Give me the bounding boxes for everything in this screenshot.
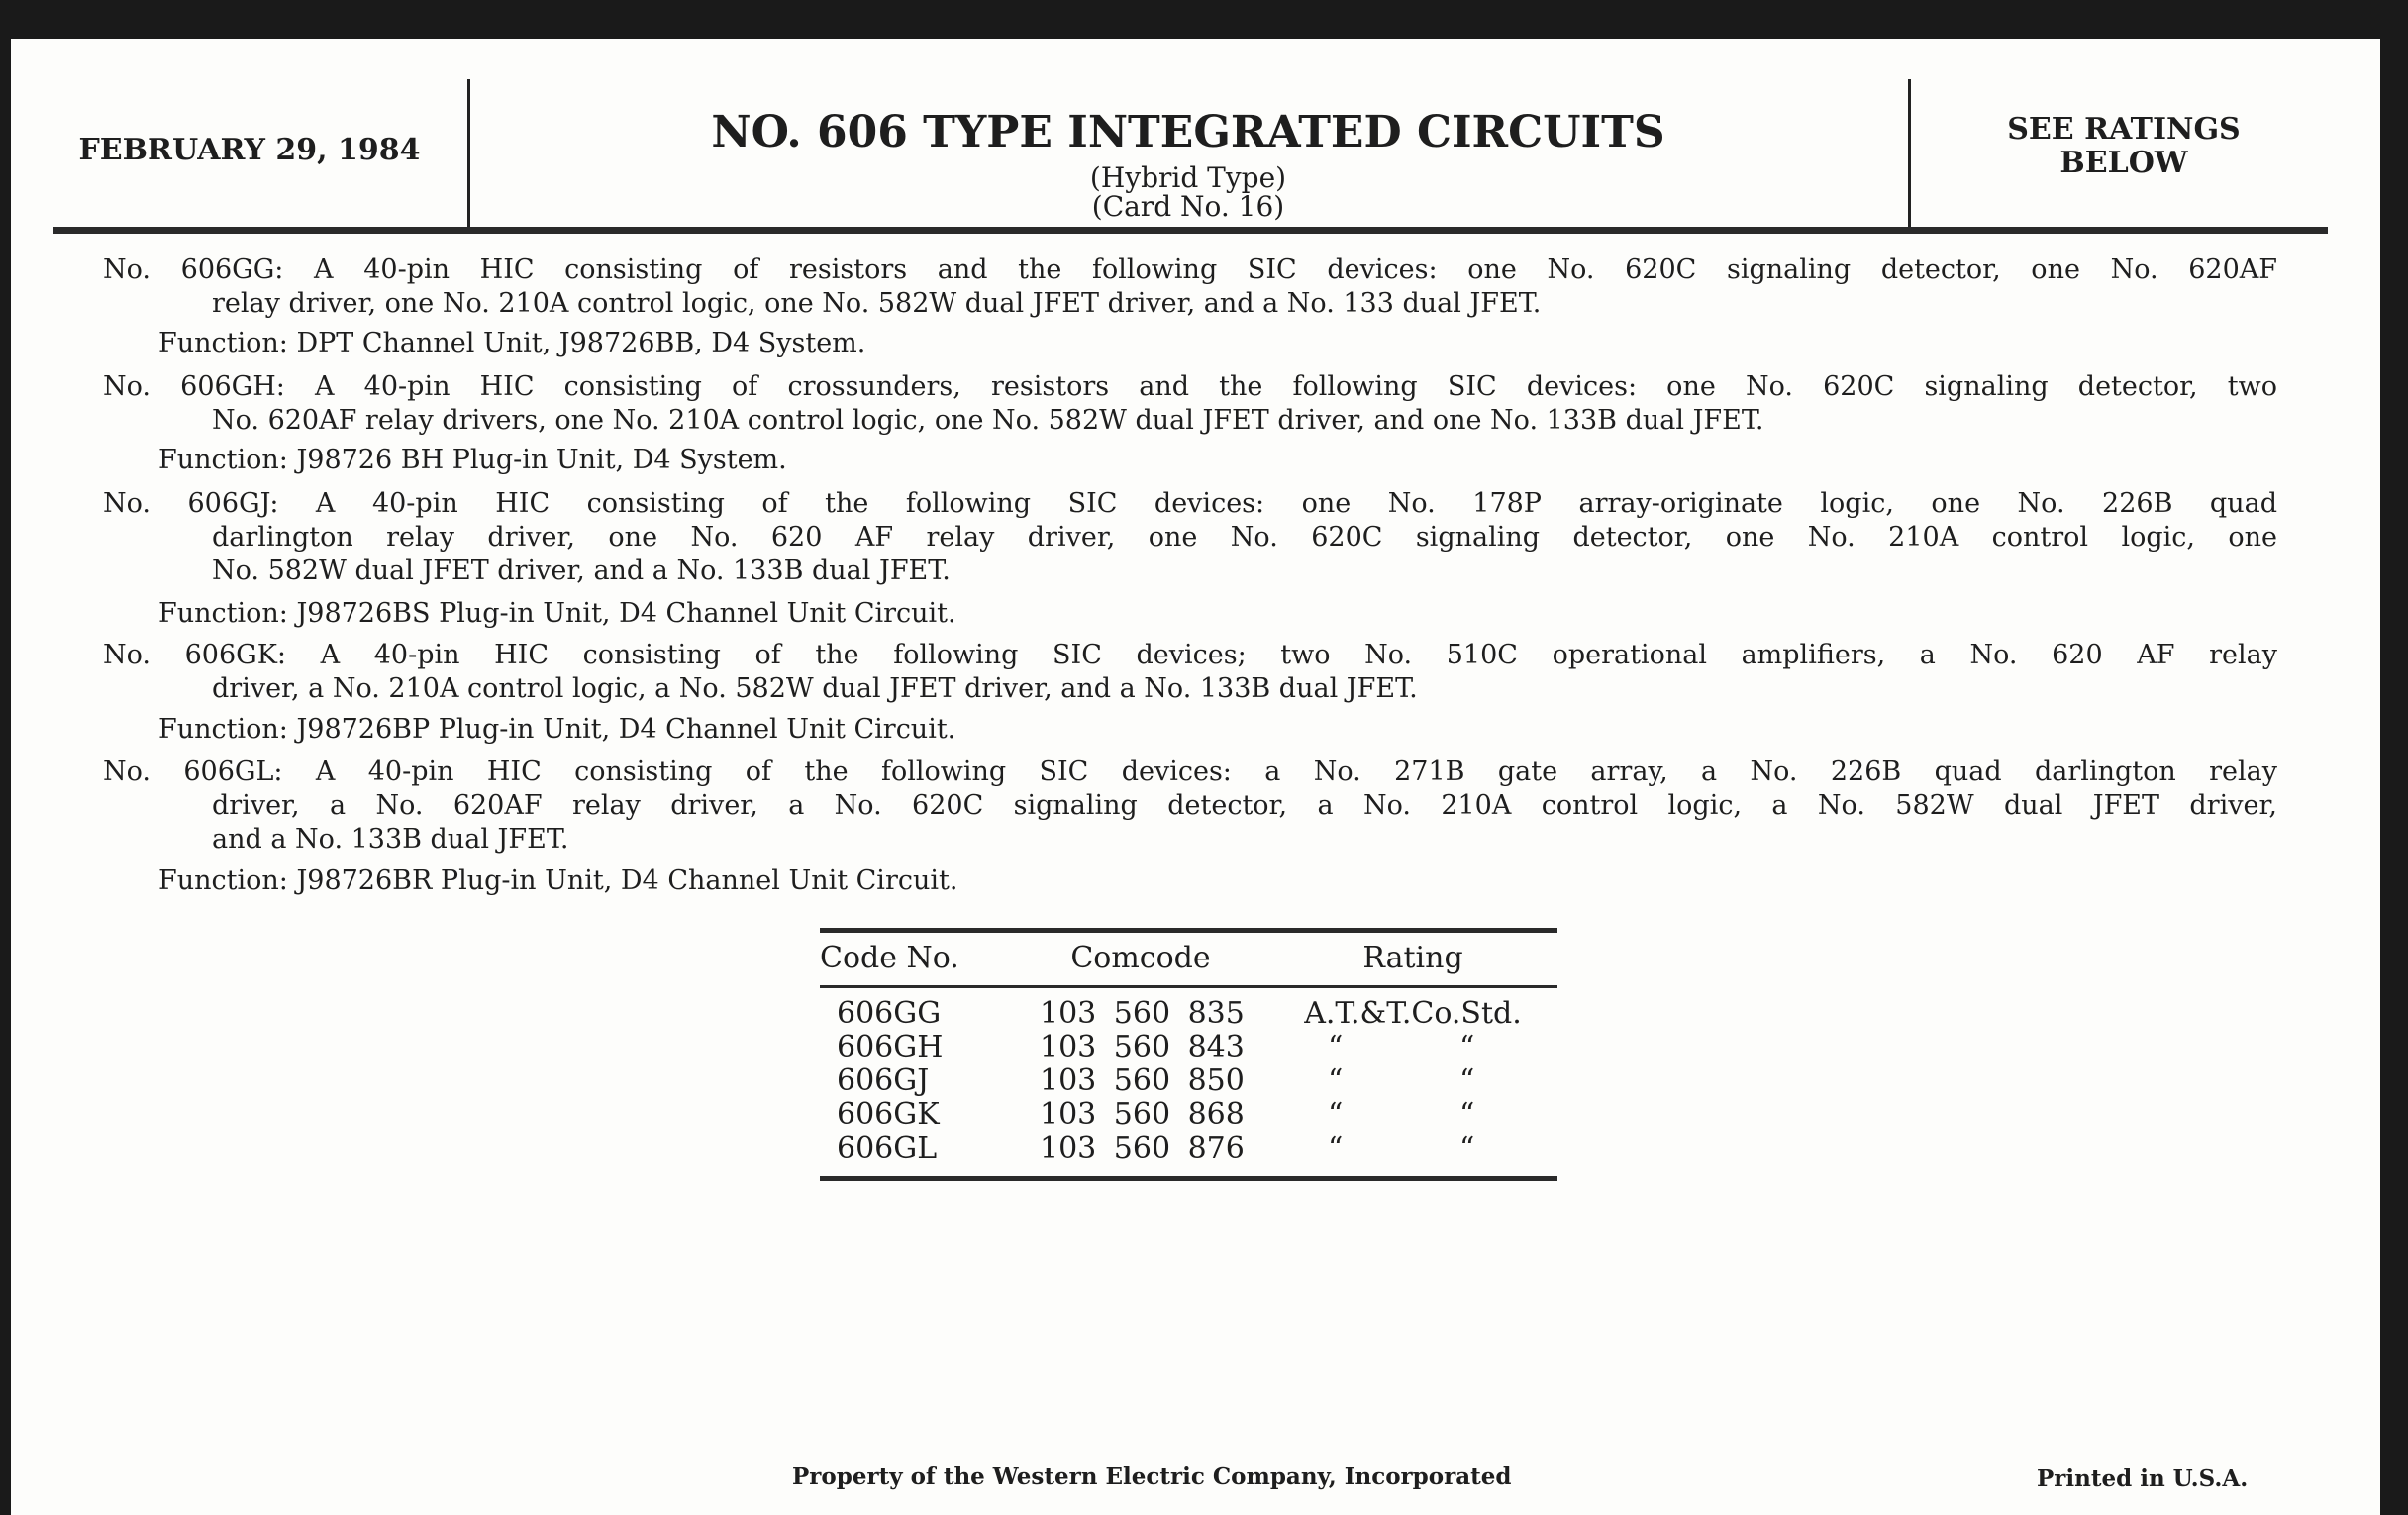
row-rating-ditto: “ [1459, 1030, 1475, 1064]
row-rating-ditto: “ [1459, 1097, 1475, 1132]
entry-line: No. 620AF relay drivers, one No. 210A co… [212, 405, 1764, 436]
ratings-note: SEE RATINGS BELOW [1916, 113, 2332, 180]
table-header-code: Code No. [820, 941, 959, 975]
row-rating-ditto: “ [1328, 1063, 1344, 1098]
row-code: 606GG [837, 996, 942, 1031]
document-date: FEBRUARY 29, 1984 [78, 133, 421, 167]
subtitle-type: (Hybrid Type) [1089, 161, 1287, 194]
row-rating-ditto: “ [1328, 1131, 1344, 1165]
entry-606gk-function: Function: J98726BP Plug-in Unit, D4 Chan… [158, 714, 956, 745]
entry-606gg-function: Function: DPT Channel Unit, J98726BB, D4… [158, 328, 866, 358]
entry-606gg: No. 606GG: A 40-pin HIC consisting of re… [103, 253, 2277, 321]
row-rating-ditto: “ [1328, 1030, 1344, 1064]
entry-line: relay driver, one No. 210A control logic… [212, 288, 1542, 319]
table-header-comcode: Comcode [1070, 941, 1211, 975]
entry-line: No. 606GH: A 40-pin HIC consisting of cr… [103, 371, 2277, 402]
row-comcode: 103 560 876 [1040, 1131, 1245, 1165]
row-comcode: 103 560 835 [1040, 996, 1245, 1031]
header-divider-left [467, 79, 470, 228]
entry-line: No. 606GK: A 40-pin HIC consisting of th… [103, 640, 2277, 670]
row-rating-ditto: “ [1459, 1063, 1475, 1098]
table-header-rating: Rating [1362, 941, 1463, 975]
ratings-note-line1: SEE RATINGS [2007, 112, 2241, 147]
footer-printed-in: Printed in U.S.A. [2037, 1465, 2249, 1492]
ratings-note-line2: BELOW [2059, 146, 2188, 180]
table-header-rule [820, 985, 1557, 988]
row-rating: A.T.&T.Co.Std. [1304, 996, 1522, 1031]
entry-line: driver, a No. 210A control logic, a No. … [212, 673, 1418, 704]
entry-606gj-function: Function: J98726BS Plug-in Unit, D4 Chan… [158, 598, 956, 629]
entry-line: No. 606GL: A 40-pin HIC consisting of th… [103, 757, 2277, 787]
subtitle-card-number: (Card No. 16) [1091, 190, 1285, 223]
entry-606gk: No. 606GK: A 40-pin HIC consisting of th… [103, 639, 2277, 706]
header-divider-right [1908, 79, 1911, 228]
row-code: 606GL [837, 1131, 938, 1165]
entry-line: and a No. 133B dual JFET. [212, 824, 569, 855]
entry-line: No. 582W dual JFET driver, and a No. 133… [212, 556, 951, 586]
header-rule [53, 227, 2328, 234]
row-code: 606GH [837, 1030, 944, 1064]
page-title: NO. 606 TYPE INTEGRATED CIRCUITS [711, 107, 1665, 157]
table-top-rule [820, 928, 1557, 933]
table-bottom-rule [820, 1176, 1557, 1181]
entry-606gj: No. 606GJ: A 40-pin HIC consisting of th… [103, 487, 2277, 588]
entry-line: No. 606GJ: A 40-pin HIC consisting of th… [103, 488, 2277, 519]
row-comcode: 103 560 843 [1040, 1030, 1245, 1064]
row-comcode: 103 560 868 [1040, 1097, 1245, 1132]
row-code: 606GJ [837, 1063, 930, 1098]
entry-line: driver, a No. 620AF relay driver, a No. … [212, 790, 2277, 821]
row-rating-ditto: “ [1459, 1131, 1475, 1165]
entry-line: darlington relay driver, one No. 620 AF … [212, 522, 2277, 553]
document-card [11, 39, 2380, 1515]
row-comcode: 103 560 850 [1040, 1063, 1245, 1098]
row-code: 606GK [837, 1097, 940, 1132]
entry-line: No. 606GG: A 40-pin HIC consisting of re… [103, 254, 2277, 285]
entry-606gl-function: Function: J98726BR Plug-in Unit, D4 Chan… [158, 865, 958, 896]
entry-606gl: No. 606GL: A 40-pin HIC consisting of th… [103, 756, 2277, 857]
footer-property-notice: Property of the Western Electric Company… [792, 1464, 1512, 1490]
entry-606gh-function: Function: J98726 BH Plug-in Unit, D4 Sys… [158, 445, 787, 475]
entry-606gh: No. 606GH: A 40-pin HIC consisting of cr… [103, 370, 2277, 438]
row-rating-ditto: “ [1328, 1097, 1344, 1132]
